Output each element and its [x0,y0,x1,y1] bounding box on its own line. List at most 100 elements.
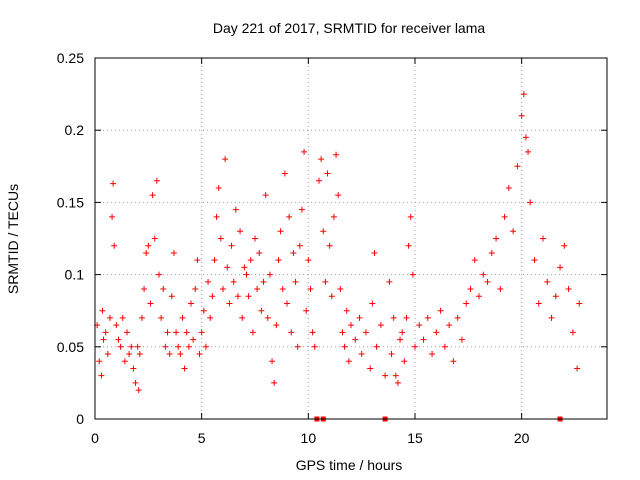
data-point [207,314,214,321]
data-point [226,300,233,307]
data-point [488,249,495,256]
data-point [305,257,312,264]
data-point [476,293,482,300]
data-point [243,271,250,278]
data-point [388,351,395,358]
plot-frame [94,57,608,420]
data-point [141,286,148,293]
data-point [467,286,474,293]
data-point [463,300,470,307]
data-point [284,300,290,307]
data-point [392,372,399,379]
data-point [147,300,154,307]
data-point [367,365,374,372]
data-point [190,336,197,343]
data-point [409,271,416,278]
data-point [288,329,295,336]
data-point [565,286,572,293]
y-tick-label: 0.1 [65,267,85,283]
data-point [339,329,346,336]
data-point [209,293,216,300]
data-point [320,228,327,235]
data-point [249,329,256,336]
data-point [266,271,273,278]
data-point [256,249,263,256]
data-point [527,199,534,206]
data-point [121,358,128,365]
data-point [454,314,461,321]
data-point [192,286,199,293]
data-point [535,300,542,307]
data-point [100,336,107,343]
data-point [514,163,521,170]
data-point [277,228,284,235]
data-point [548,314,555,321]
data-point [130,365,137,372]
data-point [254,286,261,293]
y-tick-label: 0.05 [57,339,84,355]
data-point [132,379,139,386]
data-point [222,156,229,163]
data-point [237,228,244,235]
data-point [531,257,538,264]
data-point [286,213,293,220]
data-point [128,343,135,350]
data-point [179,314,186,321]
data-point [213,213,220,220]
data-point [311,343,318,350]
data-point [109,213,116,220]
data-point [111,242,118,249]
data-point [185,343,192,350]
data-point [228,242,235,249]
data-point [520,91,527,98]
data-point [124,329,130,336]
data-point [166,351,173,358]
data-point [143,249,150,256]
data-point [211,257,218,264]
data-point [510,228,517,235]
data-point [252,235,258,242]
data-point [145,242,152,249]
data-point [183,329,190,336]
data-point [205,278,212,285]
y-tick-label: 0.25 [57,50,84,66]
data-point [307,286,314,293]
data-point [181,365,188,372]
data-point [362,329,369,336]
y-tick-label: 0.2 [65,122,85,138]
data-point [303,307,310,314]
data-points [94,91,583,422]
data-point [136,351,143,358]
data-point [198,329,205,336]
data-point [446,322,453,329]
data-point [441,343,448,350]
data-point [424,314,431,321]
data-point [403,314,410,321]
data-point [275,257,282,264]
data-point [119,314,126,321]
data-point [271,379,278,386]
data-point [296,242,303,249]
data-point [309,329,316,336]
data-point [333,151,340,158]
data-point [200,307,207,314]
data-point [337,286,344,293]
data-point [149,192,156,199]
data-point [557,264,564,271]
data-point [352,336,359,343]
data-point [164,329,171,336]
data-point [115,336,122,343]
data-point [544,278,551,285]
data-point [110,180,117,187]
data-point [420,336,427,343]
data-point [345,358,352,365]
data-point [96,358,103,365]
data-point [335,192,342,199]
data-point [220,286,226,293]
data-point [394,379,401,386]
data-point [168,293,175,300]
data-point [433,329,440,336]
data-point [258,307,265,314]
data-point [382,372,389,379]
